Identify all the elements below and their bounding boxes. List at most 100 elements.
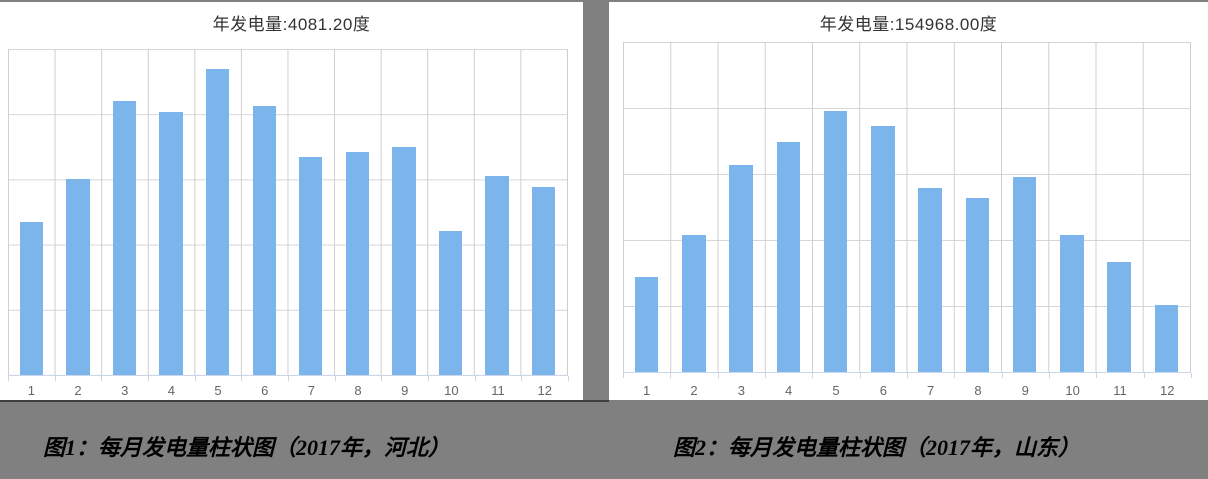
bar-slot: [287, 49, 334, 375]
bar-month-3: [112, 101, 137, 375]
bar-month-2: [682, 234, 706, 372]
bar-slot: [954, 42, 1001, 372]
xaxis-tick: [241, 376, 243, 381]
bar-month-12: [1154, 304, 1179, 372]
xaxis-tick: [623, 373, 624, 378]
bar-month-6: [871, 126, 895, 372]
bar-month-8: [345, 152, 369, 375]
bar-month-8: [965, 197, 990, 372]
bar-slot: [1096, 42, 1143, 372]
xaxis-label-12: 12: [1160, 383, 1175, 398]
bar-month-2: [66, 179, 90, 375]
bar-slot: [907, 42, 954, 372]
bar-month-3: [729, 164, 753, 372]
xaxis-label-1: 1: [27, 383, 35, 398]
xaxis-label-6: 6: [261, 383, 269, 398]
bar-slot: [55, 49, 102, 375]
bar-month-1: [19, 221, 43, 375]
bar-slot: [8, 49, 55, 375]
xaxis-label-10: 10: [444, 383, 459, 398]
bar-slot: [812, 42, 859, 372]
xaxis-label-10: 10: [1065, 383, 1080, 398]
xaxis-tick: [334, 376, 336, 381]
bar-slot: [1143, 42, 1190, 372]
xaxis-tick: [101, 376, 103, 381]
bar-slot: [718, 42, 765, 372]
bar-slot: [148, 49, 195, 375]
bar-slot: [427, 49, 474, 375]
chart-panel-shandong[interactable]: 年发电量:154968.00度 1 2 3 4 5 6 7 8 9 10 11 12: [609, 2, 1208, 400]
bar-month-10: [1060, 234, 1084, 372]
xaxis-tick: [1143, 373, 1145, 378]
figure-caption-2: 图2：每月发电量柱状图（2017年，山东）: [673, 435, 1081, 460]
bar-month-4: [159, 112, 183, 375]
xaxis-tick: [859, 373, 861, 378]
xaxis-tick: [717, 373, 719, 378]
xaxis-tick: [764, 373, 766, 378]
plot-area-shandong: [623, 42, 1191, 373]
figure-caption-1: 图1：每月发电量柱状图（2017年，河北）: [43, 435, 451, 460]
xaxis-tick: [1048, 373, 1050, 378]
bar-slot: [194, 49, 241, 375]
bar-month-7: [299, 156, 323, 375]
xaxis-label-11: 11: [491, 383, 505, 398]
bar-month-9: [392, 147, 416, 375]
xaxis-label-7: 7: [927, 383, 935, 398]
bar-month-9: [1012, 176, 1037, 372]
xaxis-tick: [54, 376, 56, 381]
xaxis-tick: [194, 376, 196, 381]
xaxis-tick: [521, 376, 523, 381]
bar-slot: [765, 42, 812, 372]
bar-slot: [670, 42, 717, 372]
plot-area-hebei: [8, 49, 568, 376]
xaxis-label-2: 2: [74, 383, 82, 398]
xaxis-tick: [147, 376, 149, 381]
xaxis-label-9: 9: [1021, 383, 1029, 398]
xaxis-ticks: [8, 376, 569, 381]
bar-month-11: [1107, 261, 1131, 372]
xaxis-tick: [287, 376, 289, 381]
xaxis-label-1: 1: [643, 383, 651, 398]
bar-month-4: [776, 141, 801, 372]
bar-slot: [381, 49, 428, 375]
xaxis-label-4: 4: [785, 383, 793, 398]
xaxis-labels: 1 2 3 4 5 6 7 8 9 10 11 12: [8, 383, 568, 398]
xaxis-tick: [954, 373, 956, 378]
xaxis-tick: [1001, 373, 1003, 378]
xaxis-label-8: 8: [354, 383, 362, 398]
xaxis-ticks: [623, 373, 1192, 378]
bar-slot: [334, 49, 381, 375]
bar-slot: [241, 49, 288, 375]
bar-month-5: [823, 110, 848, 372]
xaxis-label-5: 5: [214, 383, 222, 398]
xaxis-label-9: 9: [401, 383, 409, 398]
bar-slot: [474, 49, 521, 375]
bar-slot: [859, 42, 906, 372]
chart-panel-hebei[interactable]: 年发电量:4081.20度 1 2 3 4 5 6 7 8 9 10 11 12: [0, 2, 583, 402]
bar-slot: [1001, 42, 1048, 372]
bar-month-12: [532, 187, 556, 375]
xaxis-tick: [670, 373, 672, 378]
bar-month-11: [485, 176, 509, 375]
bars-layer: [623, 42, 1190, 372]
xaxis-tick: [812, 373, 814, 378]
xaxis-label-12: 12: [537, 383, 552, 398]
xaxis-label-7: 7: [307, 383, 315, 398]
panel-bottom-edge-line: [583, 400, 609, 402]
bar-month-10: [438, 230, 463, 375]
chart-title-shandong: 年发电量:154968.00度: [819, 15, 998, 34]
xaxis-tick: [381, 376, 383, 381]
xaxis-labels: 1 2 3 4 5 6 7 8 9 10 11 12: [623, 383, 1191, 398]
bar-month-5: [205, 68, 230, 375]
xaxis-label-6: 6: [879, 383, 887, 398]
xaxis-label-3: 3: [121, 383, 129, 398]
bar-slot: [101, 49, 148, 375]
xaxis-label-4: 4: [167, 383, 175, 398]
bar-month-7: [918, 187, 942, 372]
bar-slot: [520, 49, 567, 375]
xaxis-tick: [567, 376, 569, 381]
xaxis-label-5: 5: [832, 383, 840, 398]
bar-month-6: [252, 105, 276, 375]
xaxis-tick: [427, 376, 429, 381]
xaxis-tick: [906, 373, 908, 378]
